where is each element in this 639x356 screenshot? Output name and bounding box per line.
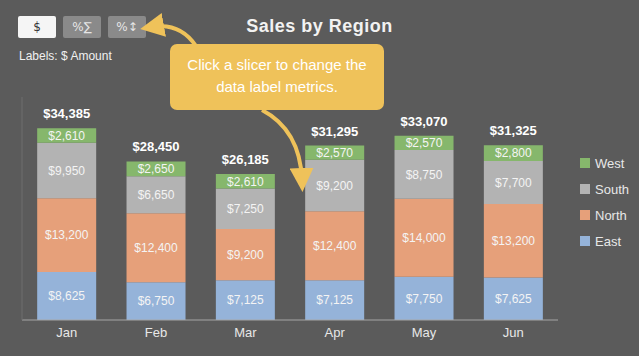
- svg-text:$9,200: $9,200: [227, 248, 264, 262]
- svg-text:$6,650: $6,650: [138, 188, 175, 202]
- html-text:West: West: [595, 155, 625, 171]
- svg-text:$28,450: $28,450: [133, 139, 180, 154]
- svg-text:$26,185: $26,185: [222, 152, 269, 167]
- svg-text:Jun: Jun: [503, 325, 524, 340]
- html-text:Labels: $ Amount: Labels: $ Amount: [19, 49, 112, 63]
- html-text:Click a slicer to change the d: Click a slicer to change the data label …: [187, 56, 367, 95]
- svg-text:$31,295: $31,295: [311, 124, 358, 139]
- svg-text:$14,000: $14,000: [402, 231, 446, 245]
- svg-text:$7,700: $7,700: [495, 176, 532, 190]
- svg-text:$7,125: $7,125: [227, 293, 264, 307]
- svg-text:Apr: Apr: [325, 325, 346, 340]
- svg-text:$7,750: $7,750: [406, 292, 443, 306]
- svg-text:May: May: [412, 325, 437, 340]
- svg-text:$7,250: $7,250: [227, 202, 264, 216]
- html-text:South: South: [595, 181, 629, 197]
- svg-text:Mar: Mar: [234, 325, 257, 340]
- svg-text:Jan: Jan: [56, 325, 77, 340]
- svg-text:$33,070: $33,070: [401, 114, 448, 129]
- svg-text:$7,125: $7,125: [316, 293, 353, 307]
- html-text:North: North: [595, 207, 627, 223]
- svg-text:$7,625: $7,625: [495, 292, 532, 306]
- svg-text:$9,200: $9,200: [316, 179, 353, 193]
- svg-text:$2,570: $2,570: [316, 146, 353, 160]
- svg-text:$2,610: $2,610: [227, 175, 264, 189]
- svg-text:$34,385: $34,385: [43, 106, 90, 121]
- html-text:Sales by Region: Sales by Region: [246, 16, 393, 36]
- svg-text:Feb: Feb: [145, 325, 167, 340]
- html-text:East: East: [595, 233, 621, 249]
- svg-text:$31,325: $31,325: [490, 123, 537, 138]
- svg-text:$8,750: $8,750: [406, 168, 443, 182]
- svg-text:$2,610: $2,610: [48, 129, 85, 143]
- svg-text:$6,750: $6,750: [138, 294, 175, 308]
- svg-text:$13,200: $13,200: [45, 228, 89, 242]
- svg-text:$8,625: $8,625: [48, 289, 85, 303]
- svg-text:$12,400: $12,400: [313, 239, 357, 253]
- svg-text:$2,800: $2,800: [495, 146, 532, 160]
- svg-text:$2,570: $2,570: [406, 136, 443, 150]
- svg-text:$2,650: $2,650: [138, 162, 175, 176]
- svg-text:$12,400: $12,400: [134, 241, 178, 255]
- svg-text:$13,200: $13,200: [492, 234, 536, 248]
- svg-text:$9,950: $9,950: [48, 164, 85, 178]
